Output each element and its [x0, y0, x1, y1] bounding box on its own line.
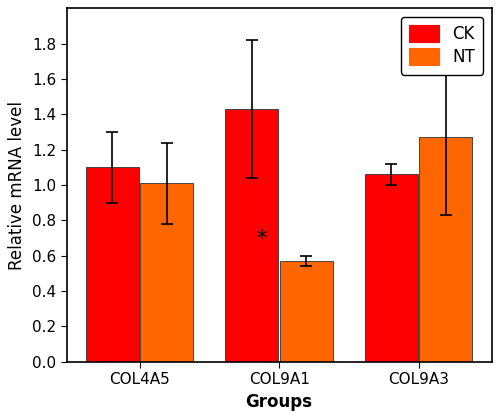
- Bar: [86, 167, 139, 362]
- X-axis label: Groups: Groups: [246, 393, 312, 411]
- Bar: [226, 109, 278, 362]
- Y-axis label: Relative mRNA level: Relative mRNA level: [8, 101, 26, 269]
- Legend: CK, NT: CK, NT: [400, 17, 483, 75]
- Bar: [140, 183, 194, 362]
- Text: *: *: [256, 229, 266, 248]
- Bar: [280, 261, 333, 362]
- Bar: [365, 174, 418, 362]
- Bar: [420, 137, 472, 362]
